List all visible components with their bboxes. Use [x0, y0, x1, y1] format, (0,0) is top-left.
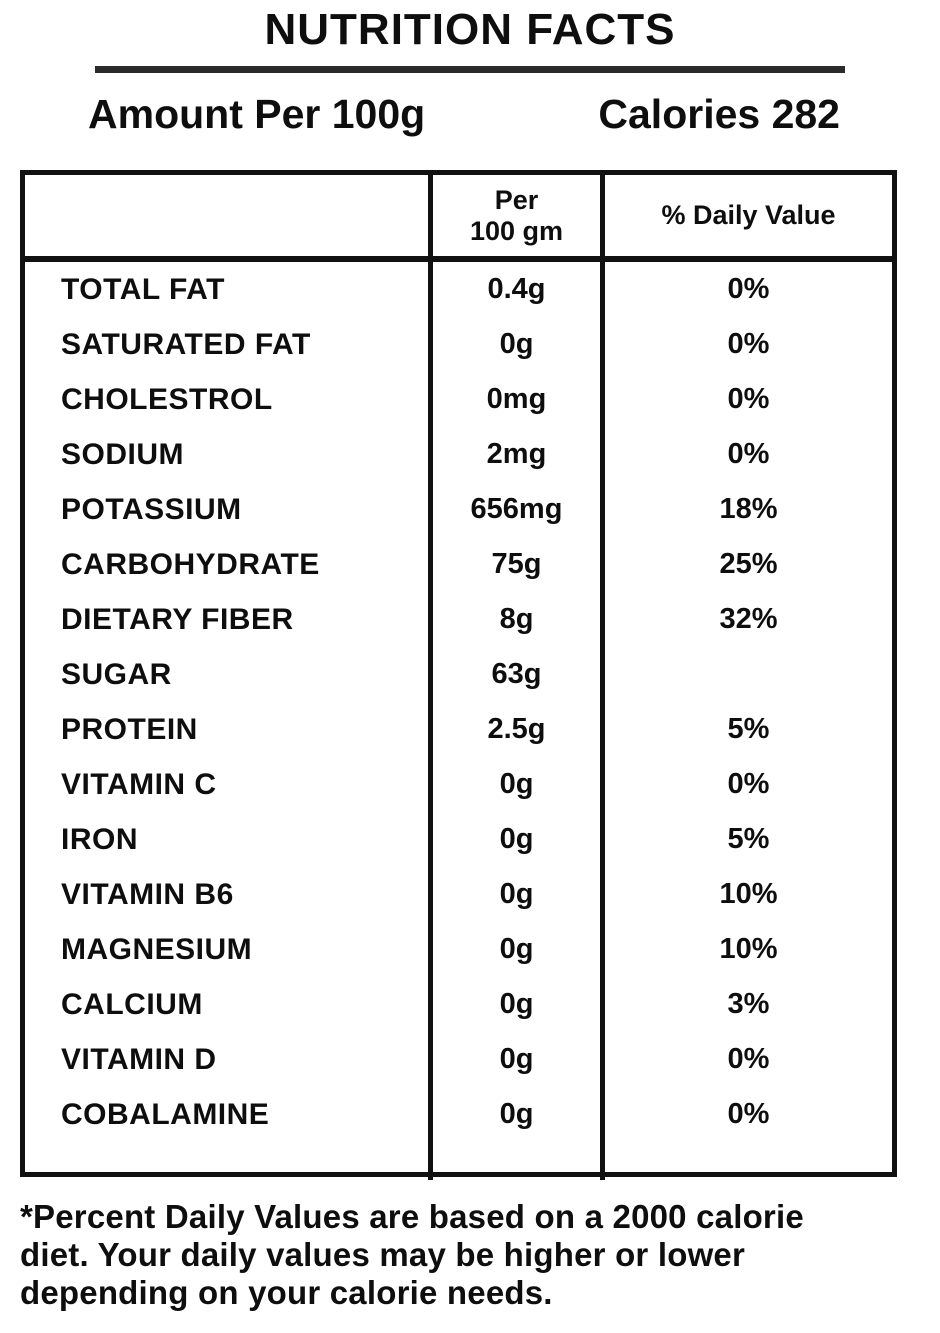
nutrient-daily-value: 0%	[600, 427, 892, 482]
table-row: CHOLESTROL 0mg 0%	[25, 372, 892, 427]
nutrient-label: SODIUM	[61, 437, 184, 471]
nutrient-label: VITAMIN B6	[61, 877, 234, 911]
daily-value-footnote: *Percent Daily Values are based on a 200…	[20, 1198, 925, 1312]
serving-summary: Amount Per 100g Calories 282	[0, 91, 940, 138]
column-header-nutrient	[25, 175, 428, 256]
table-row: COBALAMINE 0g 0%	[25, 1087, 892, 1142]
table-row: POTASSIUM 656mg 18%	[25, 482, 892, 537]
table-row: VITAMIN C 0g 0%	[25, 757, 892, 812]
nutrient-daily-value: 5%	[600, 812, 892, 867]
nutrient-amount: 63g	[428, 647, 600, 702]
nutrient-amount: 75g	[428, 537, 600, 592]
table-row: CALCIUM 0g 3%	[25, 977, 892, 1032]
table-body: TOTAL FAT 0.4g 0% SATURATED FAT 0g 0% CH…	[25, 262, 892, 1180]
nutrient-label: CALCIUM	[61, 987, 203, 1021]
nutrient-daily-value: 0%	[600, 317, 892, 372]
nutrient-daily-value: 10%	[600, 922, 892, 977]
nutrient-label: CARBOHYDRATE	[61, 547, 320, 581]
table-row: TOTAL FAT 0.4g 0%	[25, 262, 892, 317]
nutrient-daily-value: 0%	[600, 1087, 892, 1142]
nutrient-amount: 0.4g	[428, 262, 600, 317]
nutrient-label: VITAMIN C	[61, 767, 217, 801]
footnote-line: diet. Your daily values may be higher or…	[20, 1236, 746, 1273]
nutrient-label: PROTEIN	[61, 712, 198, 746]
nutrient-daily-value: 0%	[600, 372, 892, 427]
per-label-line2: 100 gm	[469, 215, 564, 246]
nutrient-amount: 8g	[428, 592, 600, 647]
nutrient-amount: 0g	[428, 1032, 600, 1087]
nutrition-table: Per 100 gm % Daily Value TOTAL FAT 0.4g …	[20, 170, 897, 1180]
amount-per-label: Amount Per 100g	[88, 91, 426, 138]
per-label-line1: Per	[494, 184, 539, 215]
nutrient-label: VITAMIN D	[61, 1042, 217, 1076]
nutrient-daily-value: 0%	[600, 757, 892, 812]
nutrient-amount: 0mg	[428, 372, 600, 427]
column-header-per-100gm: Per 100 gm	[428, 175, 600, 256]
table-row: CARBOHYDRATE 75g 25%	[25, 537, 892, 592]
table-row: VITAMIN B6 0g 10%	[25, 867, 892, 922]
nutrient-amount: 0g	[428, 812, 600, 867]
nutrient-daily-value	[600, 647, 892, 702]
nutrient-daily-value: 0%	[600, 262, 892, 317]
nutrient-amount: 2mg	[428, 427, 600, 482]
table-row: VITAMIN D 0g 0%	[25, 1032, 892, 1087]
nutrient-label: DIETARY FIBER	[61, 602, 294, 636]
nutrient-label: POTASSIUM	[61, 492, 242, 526]
nutrient-label: COBALAMINE	[61, 1097, 270, 1131]
nutrient-daily-value: 5%	[600, 702, 892, 757]
nutrient-daily-value: 25%	[600, 537, 892, 592]
nutrient-daily-value: 0%	[600, 1032, 892, 1087]
table-header-row: Per 100 gm % Daily Value	[25, 175, 892, 262]
nutrient-amount: 0g	[428, 922, 600, 977]
nutrient-label: MAGNESIUM	[61, 932, 253, 966]
table-row: MAGNESIUM 0g 10%	[25, 922, 892, 977]
column-header-daily-value: % Daily Value	[600, 175, 892, 256]
page-title: NUTRITION FACTS	[264, 5, 676, 54]
nutrient-amount: 2.5g	[428, 702, 600, 757]
nutrient-label: SUGAR	[61, 657, 172, 691]
nutrient-amount: 0g	[428, 317, 600, 372]
table-row: IRON 0g 5%	[25, 812, 892, 867]
nutrient-daily-value: 32%	[600, 592, 892, 647]
table-row: SATURATED FAT 0g 0%	[25, 317, 892, 372]
table-empty-space	[25, 1142, 892, 1180]
footnote-line: depending on your calorie needs.	[20, 1274, 553, 1311]
table-row: PROTEIN 2.5g 5%	[25, 702, 892, 757]
nutrient-daily-value: 10%	[600, 867, 892, 922]
footnote-line: *Percent Daily Values are based on a 200…	[20, 1198, 804, 1235]
table-row: DIETARY FIBER 8g 32%	[25, 592, 892, 647]
nutrient-amount: 0g	[428, 977, 600, 1032]
nutrient-amount: 0g	[428, 867, 600, 922]
calories-value: Calories 282	[598, 91, 840, 138]
nutrient-label: CHOLESTROL	[61, 382, 273, 416]
title-divider-rule	[95, 66, 845, 74]
nutrient-daily-value: 3%	[600, 977, 892, 1032]
nutrient-label: SATURATED FAT	[61, 327, 311, 361]
nutrient-label: TOTAL FAT	[61, 272, 225, 306]
nutrient-daily-value: 18%	[600, 482, 892, 537]
nutrient-amount: 656mg	[428, 482, 600, 537]
nutrient-amount: 0g	[428, 1087, 600, 1142]
nutrient-label: IRON	[61, 822, 138, 856]
table-row: SODIUM 2mg 0%	[25, 427, 892, 482]
nutrient-amount: 0g	[428, 757, 600, 812]
table-row: SUGAR 63g	[25, 647, 892, 702]
